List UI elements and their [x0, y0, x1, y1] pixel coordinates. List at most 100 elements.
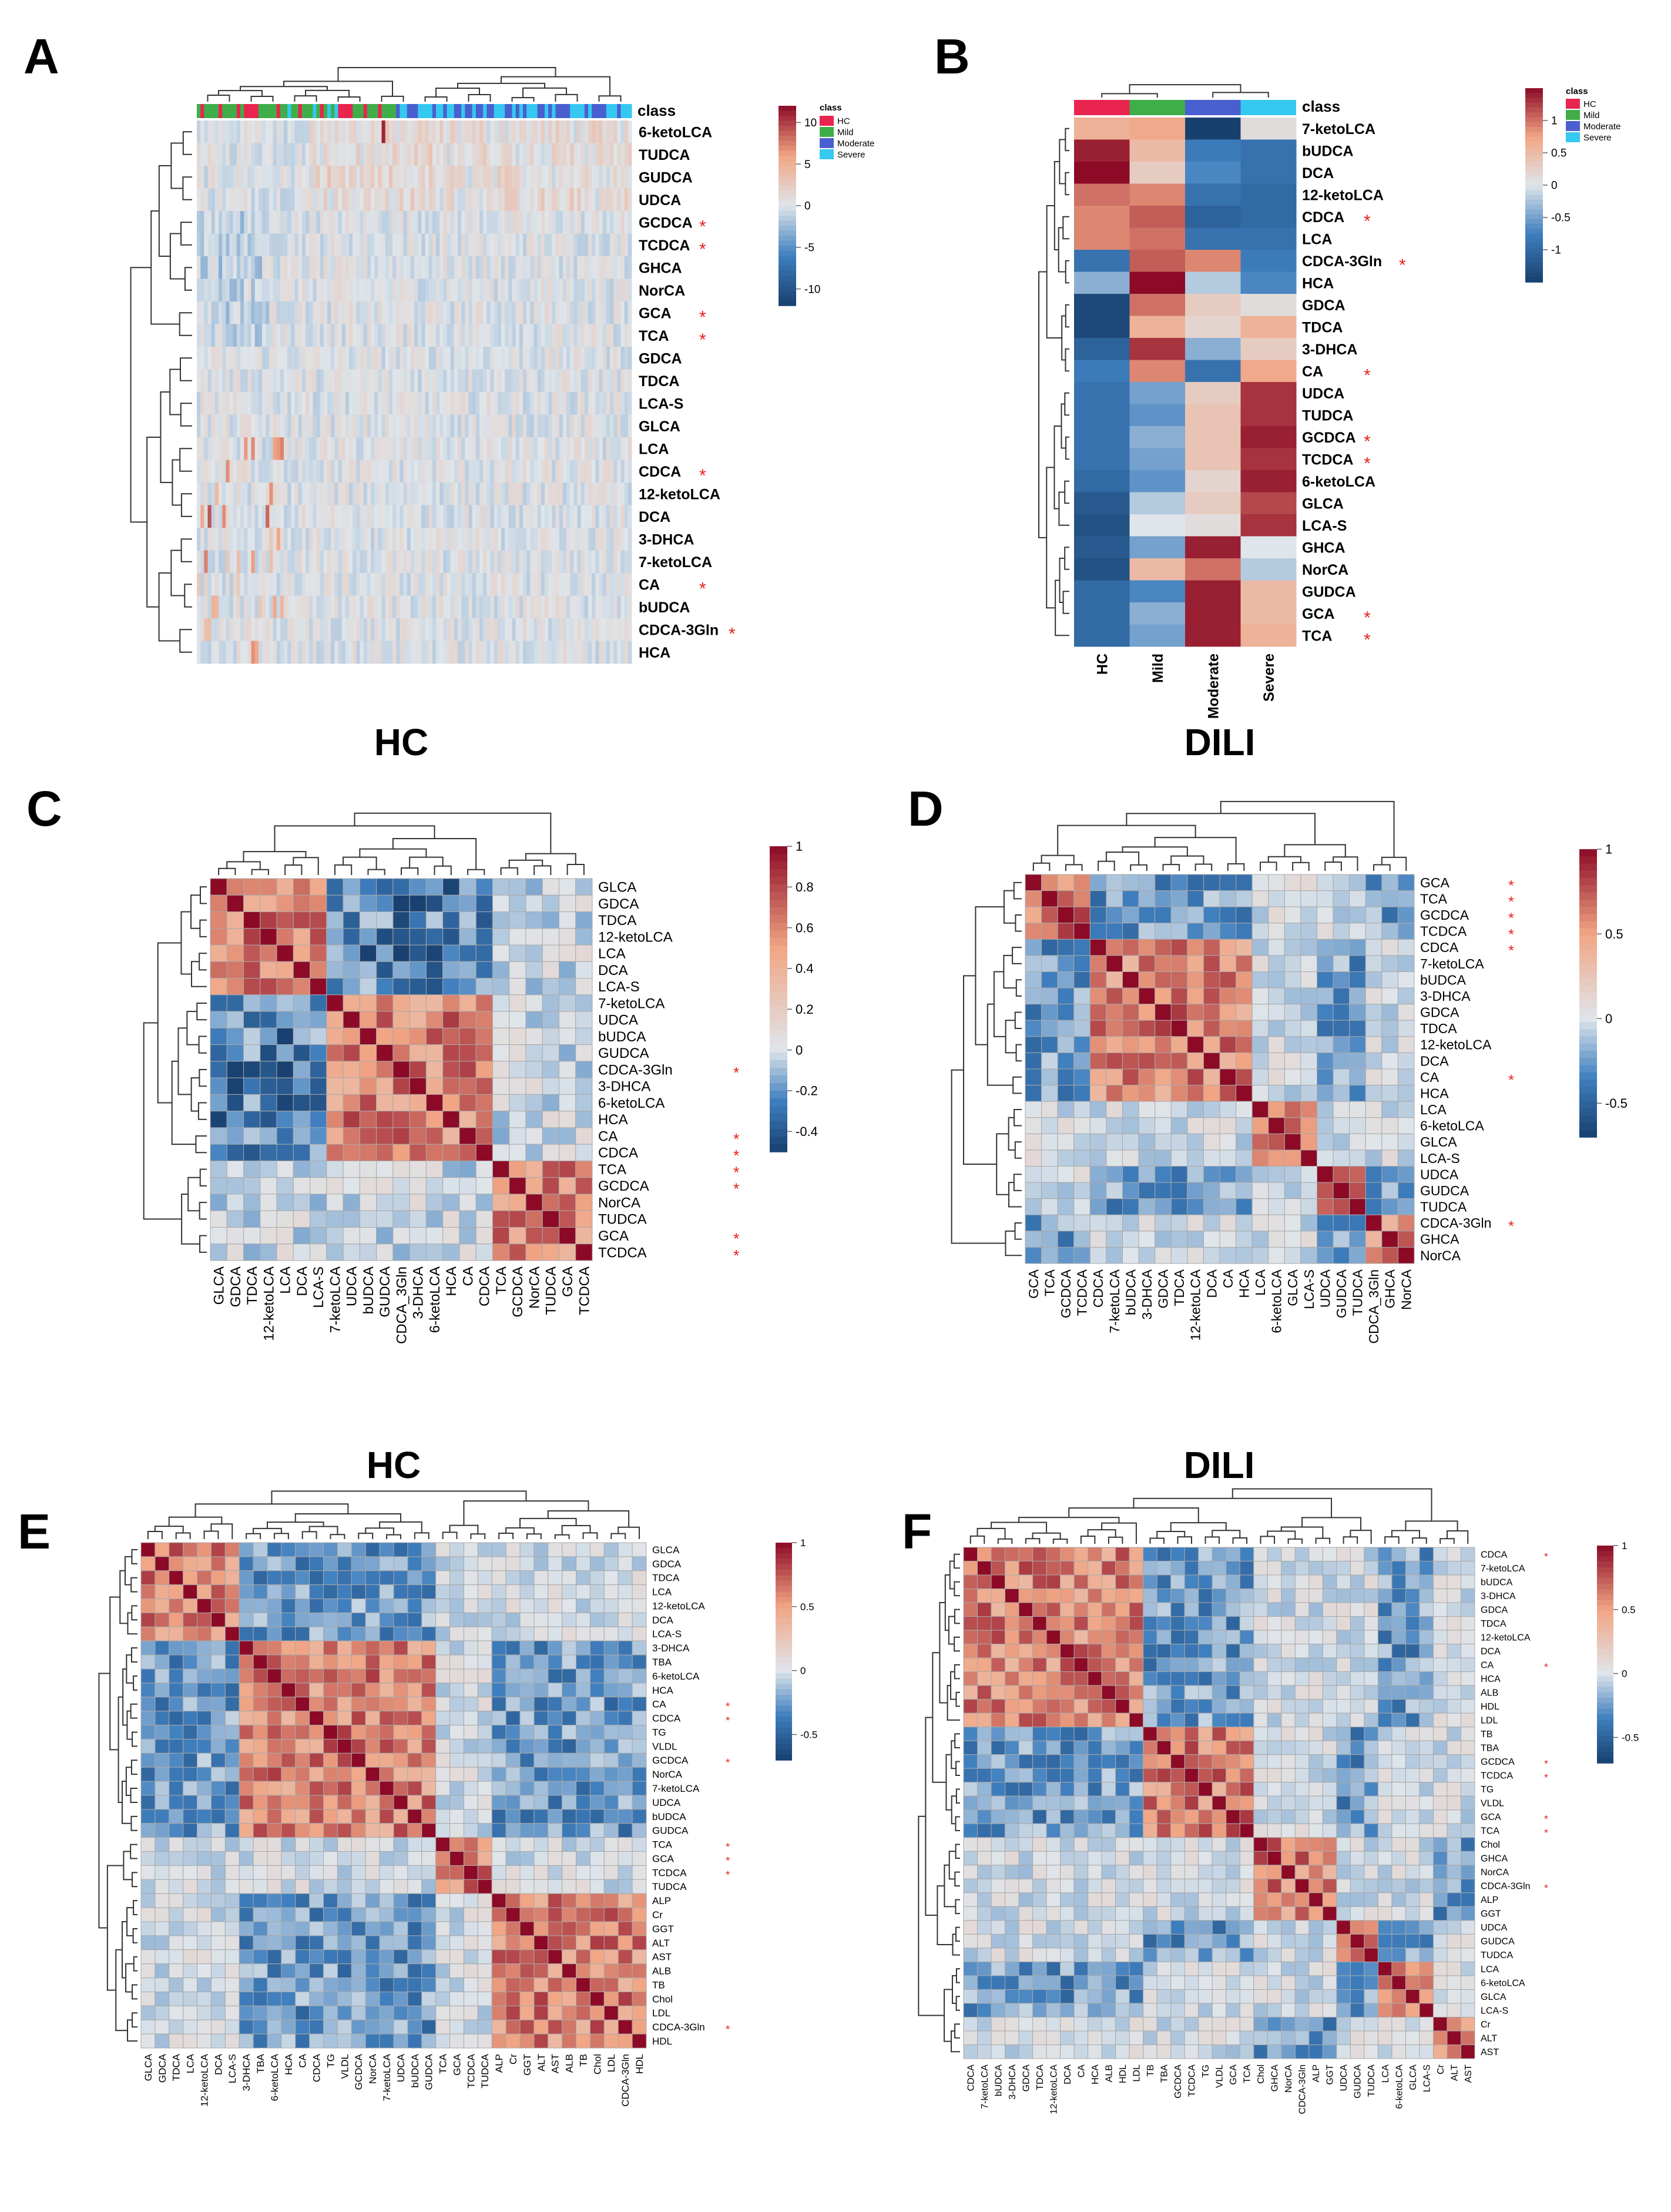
heatmap-cell — [577, 641, 582, 664]
heatmap-cell — [483, 279, 487, 302]
heatmap-cell — [295, 1584, 310, 1600]
heatmap-cell — [436, 392, 440, 415]
heatmap-cell — [403, 369, 408, 393]
heatmap-cell — [287, 166, 291, 189]
heatmap-cell — [459, 1226, 477, 1245]
heatmap-cell — [501, 301, 505, 324]
heatmap-cell — [475, 324, 480, 347]
heatmap-cell — [465, 414, 469, 438]
heatmap-cell — [475, 894, 493, 913]
heatmap-cell — [1073, 1231, 1090, 1248]
heatmap-cell — [1284, 1166, 1301, 1183]
significance-star: * — [733, 1130, 739, 1148]
heatmap-cell — [463, 1556, 478, 1571]
heatmap-cell — [428, 256, 433, 279]
heatmap-cell — [1240, 536, 1297, 559]
column-label: GHCA — [1383, 1269, 1398, 1308]
heatmap-cell — [1106, 1052, 1123, 1070]
panel-title: HC — [367, 1444, 421, 1486]
heatmap-cell — [542, 1011, 559, 1028]
heatmap-cell — [1170, 1133, 1188, 1151]
heatmap-cell — [1057, 939, 1075, 956]
row-label: DCA — [1302, 165, 1334, 182]
heatmap-cell — [576, 1570, 590, 1586]
row-label: LCA — [1302, 231, 1332, 247]
heatmap-cell — [316, 256, 321, 279]
heatmap-cell — [1073, 1068, 1090, 1086]
colorbar-tick-label: 0.5 — [1551, 148, 1566, 160]
heatmap-cell — [418, 641, 422, 664]
class-cell — [624, 104, 629, 118]
heatmap-cell — [450, 211, 455, 234]
heatmap-cell — [475, 1127, 493, 1145]
heatmap-cell — [1284, 1133, 1301, 1151]
heatmap-cell — [309, 347, 313, 370]
heatmap-cell — [1317, 1004, 1334, 1021]
heatmap-cell — [472, 120, 477, 143]
heatmap-cell — [1185, 492, 1241, 515]
heatmap-cell — [363, 211, 368, 234]
class-cell — [298, 104, 303, 118]
heatmap-cell — [210, 1027, 227, 1045]
heatmap-cell — [294, 482, 299, 505]
heatmap-cell — [463, 1612, 478, 1627]
heatmap-cell — [276, 505, 281, 528]
heatmap-cell — [313, 528, 317, 551]
legend-label: Moderate — [1583, 122, 1620, 132]
heatmap-cell — [360, 301, 364, 324]
heatmap-cell — [628, 279, 632, 302]
heatmap-cell — [548, 301, 552, 324]
heatmap-cell — [519, 211, 524, 234]
heatmap-cell — [613, 482, 618, 505]
heatmap-cell — [620, 279, 625, 302]
heatmap-cell — [1129, 404, 1186, 427]
heatmap-cell — [385, 437, 390, 460]
column-dendrogram — [1065, 864, 1083, 871]
heatmap-cell — [1106, 1246, 1123, 1264]
heatmap-cell — [512, 505, 516, 528]
heatmap-cell — [1185, 514, 1241, 537]
heatmap-cell — [207, 618, 212, 641]
heatmap-cell — [509, 1061, 526, 1078]
heatmap-cell — [443, 120, 447, 143]
heatmap-cell — [258, 279, 263, 302]
heatmap-cell — [388, 437, 393, 460]
heatmap-cell — [486, 143, 491, 166]
heatmap-cell — [204, 414, 208, 438]
heatmap-cell — [345, 437, 350, 460]
heatmap-cell — [204, 256, 208, 279]
heatmap-cell — [581, 166, 585, 189]
heatmap-cell — [323, 573, 328, 596]
heatmap-cell — [472, 505, 477, 528]
heatmap-cell — [320, 595, 324, 619]
class-cell — [573, 104, 578, 118]
heatmap-cell — [442, 1011, 460, 1028]
heatmap-cell — [494, 595, 498, 619]
heatmap-cell — [298, 301, 303, 324]
heatmap-cell — [327, 505, 331, 528]
heatmap-cell — [1089, 987, 1107, 1005]
heatmap-cell — [356, 392, 360, 415]
heatmap-cell — [1129, 338, 1186, 360]
heatmap-cell — [573, 279, 578, 302]
heatmap-cell — [620, 166, 625, 189]
heatmap-cell — [475, 528, 480, 551]
heatmap-cell — [483, 233, 487, 257]
heatmap-cell — [281, 1556, 296, 1571]
heatmap-cell — [243, 1226, 261, 1245]
heatmap-cell — [207, 528, 212, 551]
heatmap-cell — [410, 505, 415, 528]
heatmap-cell — [243, 944, 261, 962]
heatmap-cell — [610, 595, 614, 619]
heatmap-cell — [226, 505, 230, 528]
class-cell — [541, 104, 545, 118]
colorbar-tick-label: 0.5 — [1605, 927, 1623, 941]
heatmap-cell — [374, 256, 378, 279]
heatmap-cell — [284, 166, 288, 189]
heatmap-cell — [545, 460, 549, 483]
colorbar-segment — [1579, 1094, 1597, 1102]
heatmap-cell — [617, 414, 621, 438]
heatmap-cells — [210, 878, 593, 1261]
row-dendrogram — [1065, 304, 1069, 328]
heatmap-cell — [449, 1570, 464, 1586]
